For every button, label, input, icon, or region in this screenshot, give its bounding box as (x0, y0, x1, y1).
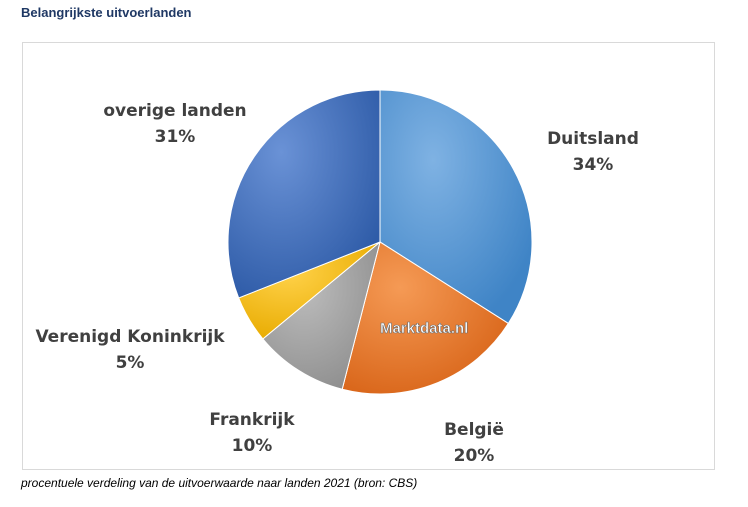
slice-label: Frankrijk (209, 410, 295, 430)
pie-slice-overige-landen (227, 89, 381, 299)
slice-label: Duitsland (547, 129, 639, 149)
page-title: Belangrijkste uitvoerlanden (21, 5, 192, 20)
chart-caption: procentuele verdeling van de uitvoerwaar… (21, 476, 418, 490)
pie-slice-duitsland (379, 89, 533, 325)
slice-label: België (444, 420, 504, 440)
slice-value-label: 20% (454, 446, 495, 466)
watermark: Marktdata.nl (380, 320, 469, 338)
pie-slices (227, 89, 533, 395)
pie-slice-belgi- (341, 241, 510, 395)
slice-value-label: 31% (155, 127, 196, 147)
pie-slice-frankrijk (262, 240, 381, 390)
watermark-text: Marktdata.nl (380, 320, 468, 337)
pie-labels: Duitsland 34% België 20% Frankrijk 10% Verenig… (35, 101, 638, 466)
slice-value-label: 5% (116, 353, 145, 373)
slice-value-label: 34% (573, 155, 614, 175)
slice-label: Verenigd Koninkrijk (35, 327, 225, 347)
slice-label: overige landen (103, 101, 246, 121)
slice-value-label: 10% (232, 436, 273, 456)
